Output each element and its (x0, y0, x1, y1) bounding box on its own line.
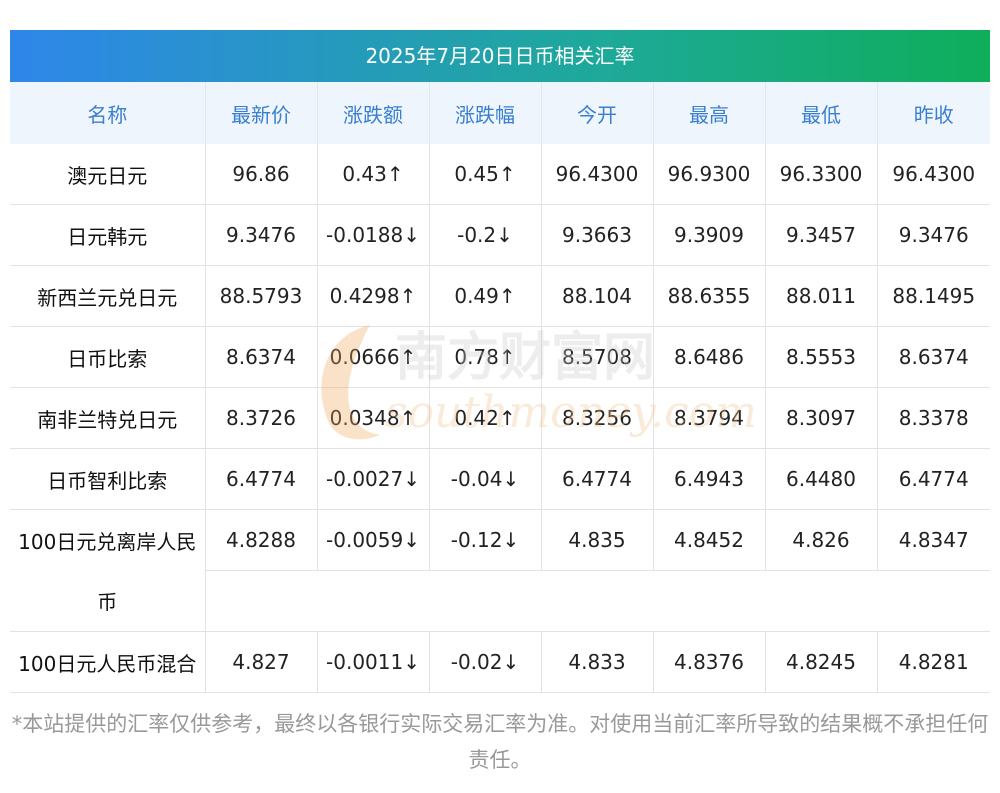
cell-open: 4.835 (541, 509, 654, 571)
cell-latest: 9.3476 (205, 204, 318, 266)
cell-high: 88.6355 (653, 265, 766, 327)
column-header-name: 名称 (10, 82, 206, 144)
cell-change: 0.43↑ (317, 144, 430, 205)
cell-change: 0.0666↑ (317, 326, 430, 388)
cell-open: 8.5708 (541, 326, 654, 388)
cell-low: 9.3457 (765, 204, 878, 266)
table-row: 日币智利比索 6.4774 -0.0027↓ -0.04↓ 6.4774 6.4… (10, 448, 990, 510)
cell-low: 8.5553 (765, 326, 878, 388)
cell-change-percent: -0.2↓ (429, 204, 542, 266)
cell-change: -0.0188↓ (317, 204, 430, 266)
cell-open: 4.833 (541, 631, 654, 693)
cell-prev-close: 6.4774 (877, 448, 990, 510)
table-row: 新西兰元兑日元 88.5793 0.4298↑ 0.49↑ 88.104 88.… (10, 265, 990, 327)
cell-change-percent: 0.49↑ (429, 265, 542, 327)
column-header-change: 涨跌额 (317, 82, 430, 144)
table-row: 100日元兑离岸人民 4.8288 -0.0059↓ -0.12↓ 4.835 … (10, 509, 990, 571)
disclaimer-footer: *本站提供的汇率仅供参考，最终以各银行实际交易汇率为准。对使用当前汇率所导致的结… (11, 712, 989, 772)
column-header-high: 最高 (653, 82, 766, 144)
cell-open: 8.3256 (541, 387, 654, 449)
cell-high: 8.3794 (653, 387, 766, 449)
cell-low: 4.8245 (765, 631, 878, 693)
cell-change-percent: -0.02↓ (429, 631, 542, 693)
cell-high: 4.8376 (653, 631, 766, 693)
column-header-latest: 最新价 (205, 82, 318, 144)
cell-latest: 4.827 (205, 631, 318, 693)
cell-change: -0.0027↓ (317, 448, 430, 510)
cell-change: 0.0348↑ (317, 387, 430, 449)
empty-continuation-cell (205, 570, 990, 632)
cell-change: 0.4298↑ (317, 265, 430, 327)
cell-low: 96.3300 (765, 144, 878, 205)
cell-name: 新西兰元兑日元 (10, 265, 206, 327)
cell-low: 6.4480 (765, 448, 878, 510)
cell-low: 4.826 (765, 509, 878, 571)
table-row: 日元韩元 9.3476 -0.0188↓ -0.2↓ 9.3663 9.3909… (10, 204, 990, 266)
column-header-change-percent: 涨跌幅 (429, 82, 542, 144)
cell-high: 8.6486 (653, 326, 766, 388)
cell-change-percent: 0.42↑ (429, 387, 542, 449)
exchange-rate-table: 名称 最新价 涨跌额 涨跌幅 今开 最高 最低 昨收 澳元日元 96.86 0.… (10, 82, 990, 693)
cell-prev-close: 96.4300 (877, 144, 990, 205)
cell-name: 100日元兑离岸人民 (10, 509, 206, 571)
cell-change: -0.0059↓ (317, 509, 430, 571)
cell-name: 南非兰特兑日元 (10, 387, 206, 449)
cell-change-percent: -0.12↓ (429, 509, 542, 571)
cell-change-percent: 0.78↑ (429, 326, 542, 388)
cell-change-percent: 0.45↑ (429, 144, 542, 205)
cell-high: 9.3909 (653, 204, 766, 266)
cell-prev-close: 4.8347 (877, 509, 990, 571)
column-header-low: 最低 (765, 82, 878, 144)
cell-prev-close: 4.8281 (877, 631, 990, 693)
page-title: 2025年7月20日日币相关汇率 (10, 30, 990, 82)
cell-high: 96.9300 (653, 144, 766, 205)
cell-latest: 8.3726 (205, 387, 318, 449)
table-row: 南非兰特兑日元 8.3726 0.0348↑ 0.42↑ 8.3256 8.37… (10, 387, 990, 449)
cell-low: 88.011 (765, 265, 878, 327)
table-row: 澳元日元 96.86 0.43↑ 0.45↑ 96.4300 96.9300 9… (10, 144, 990, 205)
cell-name: 100日元人民币混合 (10, 631, 206, 693)
cell-latest: 8.6374 (205, 326, 318, 388)
cell-open: 96.4300 (541, 144, 654, 205)
cell-latest: 88.5793 (205, 265, 318, 327)
cell-change: -0.0011↓ (317, 631, 430, 693)
cell-high: 6.4943 (653, 448, 766, 510)
table-row-continuation: 币 (10, 570, 990, 632)
cell-latest: 4.8288 (205, 509, 318, 571)
cell-high: 4.8452 (653, 509, 766, 571)
table-row: 100日元人民币混合 4.827 -0.0011↓ -0.02↓ 4.833 4… (10, 631, 990, 693)
cell-name: 日币比索 (10, 326, 206, 388)
table-header-row: 名称 最新价 涨跌额 涨跌幅 今开 最高 最低 昨收 (10, 82, 990, 144)
cell-latest: 6.4774 (205, 448, 318, 510)
cell-latest: 96.86 (205, 144, 318, 205)
column-header-open: 今开 (541, 82, 654, 144)
cell-name: 日元韩元 (10, 204, 206, 266)
cell-name: 日币智利比索 (10, 448, 206, 510)
cell-prev-close: 9.3476 (877, 204, 990, 266)
table-row: 日币比索 8.6374 0.0666↑ 0.78↑ 8.5708 8.6486 … (10, 326, 990, 388)
column-header-prev-close: 昨收 (877, 82, 990, 144)
cell-open: 6.4774 (541, 448, 654, 510)
cell-name-continued: 币 (10, 570, 206, 632)
cell-name: 澳元日元 (10, 144, 206, 205)
cell-prev-close: 88.1495 (877, 265, 990, 327)
cell-open: 9.3663 (541, 204, 654, 266)
cell-prev-close: 8.3378 (877, 387, 990, 449)
cell-change-percent: -0.04↓ (429, 448, 542, 510)
cell-low: 8.3097 (765, 387, 878, 449)
cell-open: 88.104 (541, 265, 654, 327)
cell-prev-close: 8.6374 (877, 326, 990, 388)
